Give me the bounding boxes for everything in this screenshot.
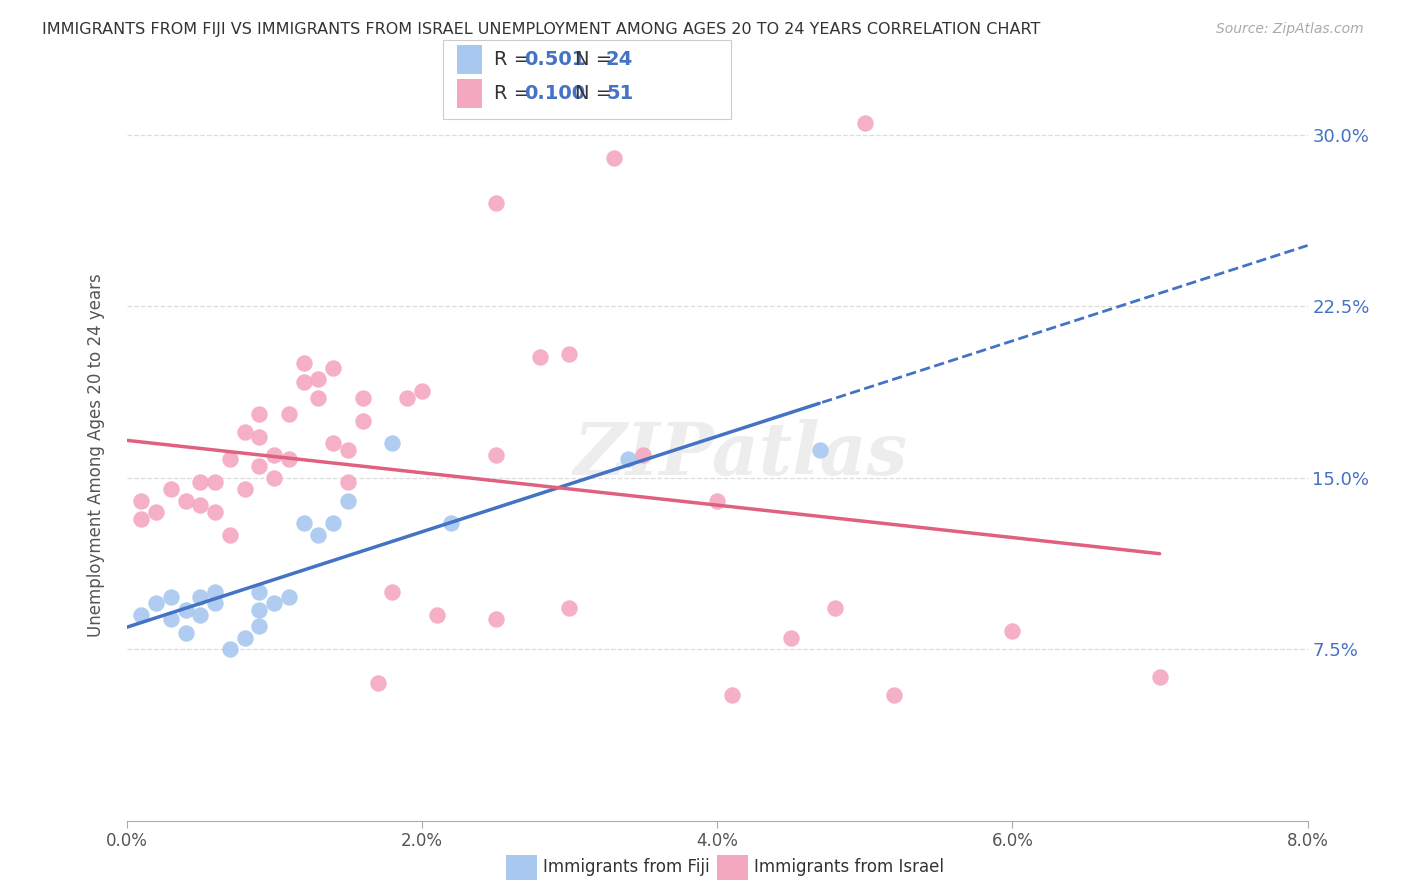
- Point: [529, 350, 551, 364]
- Point: [219, 452, 242, 467]
- Point: [219, 528, 242, 542]
- Text: 0.501: 0.501: [524, 50, 586, 70]
- Point: [219, 642, 242, 657]
- Y-axis label: Unemployment Among Ages 20 to 24 years: Unemployment Among Ages 20 to 24 years: [87, 273, 105, 637]
- Text: N =: N =: [575, 50, 619, 70]
- Point: [160, 482, 183, 496]
- Point: [706, 493, 728, 508]
- Text: 51: 51: [606, 84, 633, 103]
- Point: [307, 391, 329, 405]
- Point: [249, 407, 271, 421]
- Point: [322, 361, 344, 376]
- Point: [160, 613, 183, 627]
- Point: [1001, 624, 1024, 638]
- Point: [484, 613, 508, 627]
- Point: [484, 448, 508, 462]
- Point: [883, 688, 905, 702]
- Point: [263, 597, 285, 611]
- Point: [174, 626, 197, 640]
- Point: [337, 443, 360, 458]
- Point: [381, 585, 404, 599]
- Point: [322, 436, 344, 450]
- Point: [129, 607, 153, 622]
- Text: N =: N =: [575, 84, 619, 103]
- Point: [633, 448, 655, 462]
- Text: Immigrants from Fiji: Immigrants from Fiji: [543, 858, 710, 876]
- Point: [603, 151, 626, 165]
- Point: [249, 585, 271, 599]
- Point: [322, 516, 344, 531]
- Point: [617, 452, 640, 467]
- Text: 24: 24: [606, 50, 633, 70]
- Point: [1149, 670, 1171, 684]
- Point: [249, 603, 271, 617]
- Point: [188, 498, 212, 512]
- Point: [292, 516, 315, 531]
- Point: [396, 391, 419, 405]
- Text: R =: R =: [494, 84, 536, 103]
- Point: [292, 375, 315, 389]
- Point: [204, 585, 226, 599]
- Point: [411, 384, 433, 398]
- Text: Source: ZipAtlas.com: Source: ZipAtlas.com: [1216, 22, 1364, 37]
- Text: Immigrants from Israel: Immigrants from Israel: [754, 858, 943, 876]
- Point: [337, 475, 360, 490]
- Point: [145, 597, 167, 611]
- Point: [484, 196, 508, 211]
- Point: [721, 688, 744, 702]
- Point: [263, 448, 285, 462]
- Point: [233, 631, 256, 645]
- Point: [188, 475, 212, 490]
- Point: [188, 607, 212, 622]
- Text: R =: R =: [494, 50, 536, 70]
- Point: [129, 512, 153, 526]
- Point: [440, 516, 463, 531]
- Point: [367, 676, 389, 690]
- Point: [558, 347, 581, 361]
- Point: [204, 475, 226, 490]
- Point: [558, 601, 581, 615]
- Point: [810, 443, 832, 458]
- Point: [352, 414, 374, 428]
- Text: ZIPatlas: ZIPatlas: [574, 419, 908, 491]
- Point: [233, 482, 256, 496]
- Point: [249, 619, 271, 633]
- Point: [145, 505, 167, 519]
- Point: [278, 407, 301, 421]
- Point: [249, 459, 271, 474]
- Point: [426, 607, 449, 622]
- Point: [307, 372, 329, 386]
- Point: [278, 452, 301, 467]
- Point: [233, 425, 256, 439]
- Point: [204, 505, 226, 519]
- Text: 0.100: 0.100: [524, 84, 585, 103]
- Point: [824, 601, 846, 615]
- Point: [853, 116, 876, 130]
- Point: [307, 528, 329, 542]
- Point: [352, 391, 374, 405]
- Point: [381, 436, 404, 450]
- Point: [263, 471, 285, 485]
- Point: [174, 603, 197, 617]
- Point: [174, 493, 197, 508]
- Point: [129, 493, 153, 508]
- Point: [188, 590, 212, 604]
- Point: [292, 356, 315, 371]
- Point: [249, 430, 271, 444]
- Point: [160, 590, 183, 604]
- Point: [337, 493, 360, 508]
- Point: [278, 590, 301, 604]
- Text: IMMIGRANTS FROM FIJI VS IMMIGRANTS FROM ISRAEL UNEMPLOYMENT AMONG AGES 20 TO 24 : IMMIGRANTS FROM FIJI VS IMMIGRANTS FROM …: [42, 22, 1040, 37]
- Point: [204, 597, 226, 611]
- Point: [779, 631, 801, 645]
